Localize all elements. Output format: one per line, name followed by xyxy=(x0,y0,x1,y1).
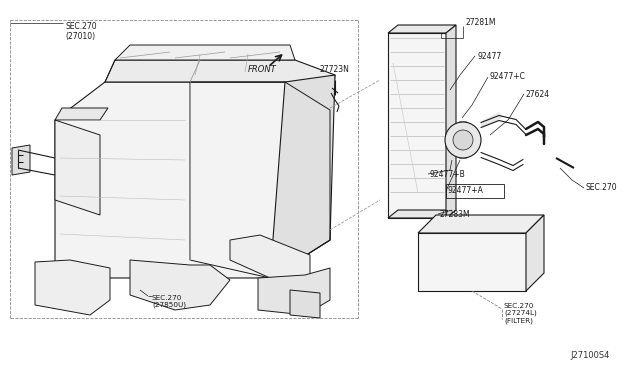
Text: 92477+B: 92477+B xyxy=(430,170,466,179)
Text: SEC.270
(27850U): SEC.270 (27850U) xyxy=(152,295,186,308)
Polygon shape xyxy=(12,145,30,175)
Text: 92477: 92477 xyxy=(477,52,501,61)
Polygon shape xyxy=(418,215,544,233)
Polygon shape xyxy=(55,120,100,215)
Polygon shape xyxy=(388,25,456,33)
Polygon shape xyxy=(130,260,230,310)
Polygon shape xyxy=(35,260,110,315)
Polygon shape xyxy=(388,210,456,218)
Text: 27624: 27624 xyxy=(526,90,550,99)
Text: SEC.270
(27010): SEC.270 (27010) xyxy=(65,22,97,41)
Text: 92477+C: 92477+C xyxy=(490,72,526,81)
Bar xyxy=(446,184,504,198)
Polygon shape xyxy=(270,75,335,278)
Text: 27281M: 27281M xyxy=(465,18,495,27)
Text: 92477+A: 92477+A xyxy=(448,186,484,195)
Polygon shape xyxy=(290,290,320,318)
Text: 27723N: 27723N xyxy=(320,65,350,74)
Polygon shape xyxy=(55,108,108,120)
Polygon shape xyxy=(258,268,330,315)
Polygon shape xyxy=(115,45,295,60)
Polygon shape xyxy=(418,233,526,291)
Polygon shape xyxy=(230,235,310,280)
Text: SEC.270
(27274L)
(FILTER): SEC.270 (27274L) (FILTER) xyxy=(504,303,537,324)
Text: SEC.270: SEC.270 xyxy=(586,183,618,192)
Polygon shape xyxy=(55,82,330,278)
Polygon shape xyxy=(388,33,446,218)
Circle shape xyxy=(445,122,481,158)
Text: FRONT: FRONT xyxy=(248,65,276,74)
Polygon shape xyxy=(526,215,544,291)
Circle shape xyxy=(453,130,473,150)
Polygon shape xyxy=(105,60,335,110)
Text: J27100S4: J27100S4 xyxy=(570,351,609,360)
Polygon shape xyxy=(446,25,456,218)
Text: 27283M: 27283M xyxy=(440,210,470,219)
